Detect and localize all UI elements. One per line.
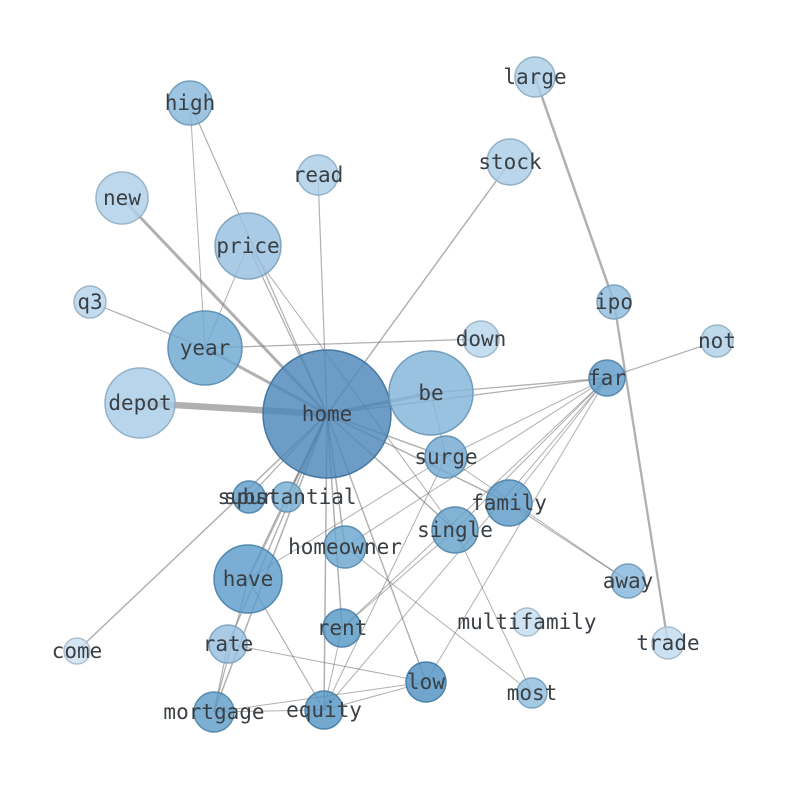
edge-year-down [204,338,482,349]
edge-not-far [606,340,718,379]
node-single [431,506,479,554]
node-homeowner [323,525,367,569]
node-substantial [271,481,303,513]
node-equity [304,690,344,730]
edge-homeowner-most [344,546,533,694]
node-trade [651,626,685,660]
node-surge [424,435,468,479]
edge-large-ipo [533,76,616,303]
node-multifamily [512,607,542,637]
node-new [95,171,149,225]
edge-far-single [454,377,608,531]
node-depot [104,367,176,439]
node-ipo [596,284,632,320]
node-high [167,80,213,126]
edge-single-most [454,529,533,694]
node-most [516,677,548,709]
node-home [262,349,392,479]
node-rate [208,624,248,664]
node-not [700,324,734,358]
node-down [462,320,500,358]
node-price [214,212,282,280]
node-family [485,479,533,527]
edge-single-rent [341,529,456,629]
edge-high-year [189,102,206,349]
edge-surge-equity [323,456,447,711]
node-be [388,350,474,436]
node-stock [486,138,534,186]
node-spur [232,480,266,514]
edge-far-homeowner [344,377,608,548]
edge-surge-have [247,456,447,580]
node-rent [322,608,362,648]
edge-ipo-trade [612,301,670,644]
node-away [610,563,646,599]
node-far [588,359,626,397]
edge-far-rent [341,377,608,629]
edge-far-family [508,377,608,504]
node-come [63,637,91,665]
nodes-layer [63,56,734,733]
node-year [167,310,243,386]
node-read [297,154,339,196]
edge-rate-low [227,643,427,683]
node-q3 [73,285,107,319]
node-large [514,56,556,98]
node-have [213,544,283,614]
node-low [405,661,447,703]
node-mortgage [193,691,235,733]
edge-far-surge [445,377,608,458]
edge-surge-away [445,456,629,582]
edge-far-low [425,377,608,683]
